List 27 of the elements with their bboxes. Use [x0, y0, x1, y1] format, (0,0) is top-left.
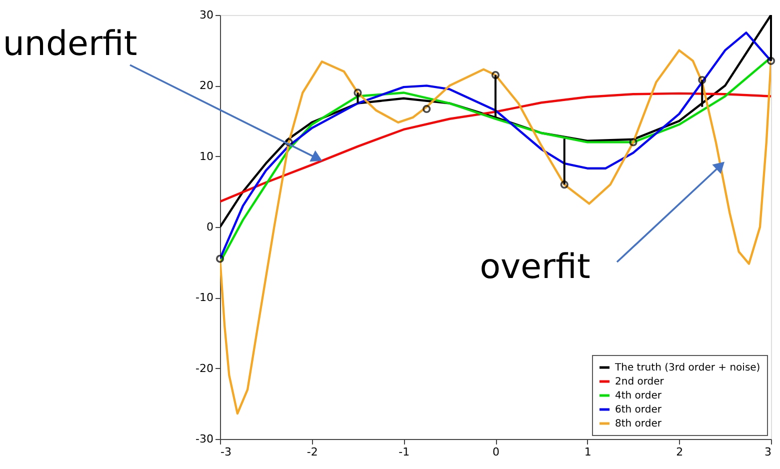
- legend-label: 4th order: [615, 390, 662, 402]
- line-series: [220, 49, 771, 415]
- y-tick-label: -10: [196, 291, 214, 304]
- x-tick-label: -3: [220, 446, 232, 458]
- legend-label: 6th order: [615, 404, 662, 416]
- point: [629, 138, 638, 146]
- y-tick-label: 0: [206, 220, 214, 234]
- x-tick-label: 3: [764, 446, 772, 458]
- point: [422, 104, 431, 114]
- y-tick-label: 30: [200, 8, 214, 22]
- x-tick-label: -1: [398, 446, 410, 458]
- line-series: [220, 92, 771, 203]
- point: [216, 254, 224, 263]
- x-tick-label: -2: [306, 446, 318, 458]
- annotation: overfit: [480, 247, 590, 287]
- x-tick-label: 1: [584, 446, 592, 458]
- annotation: underfit: [2, 24, 138, 64]
- y-tick-label: -30: [196, 432, 214, 446]
- x-tick-label: 0: [492, 446, 500, 458]
- y-tick-label: 20: [200, 79, 214, 92]
- y-tick-label: 10: [200, 150, 214, 163]
- legend-label: 8th order: [615, 418, 662, 430]
- legend-label: The truth (3rd order + noise): [614, 362, 760, 374]
- point: [284, 138, 293, 146]
- y-tick-label: -20: [196, 362, 214, 375]
- legend-label: 2nd order: [615, 376, 665, 388]
- x-tick-label: 2: [676, 446, 684, 458]
